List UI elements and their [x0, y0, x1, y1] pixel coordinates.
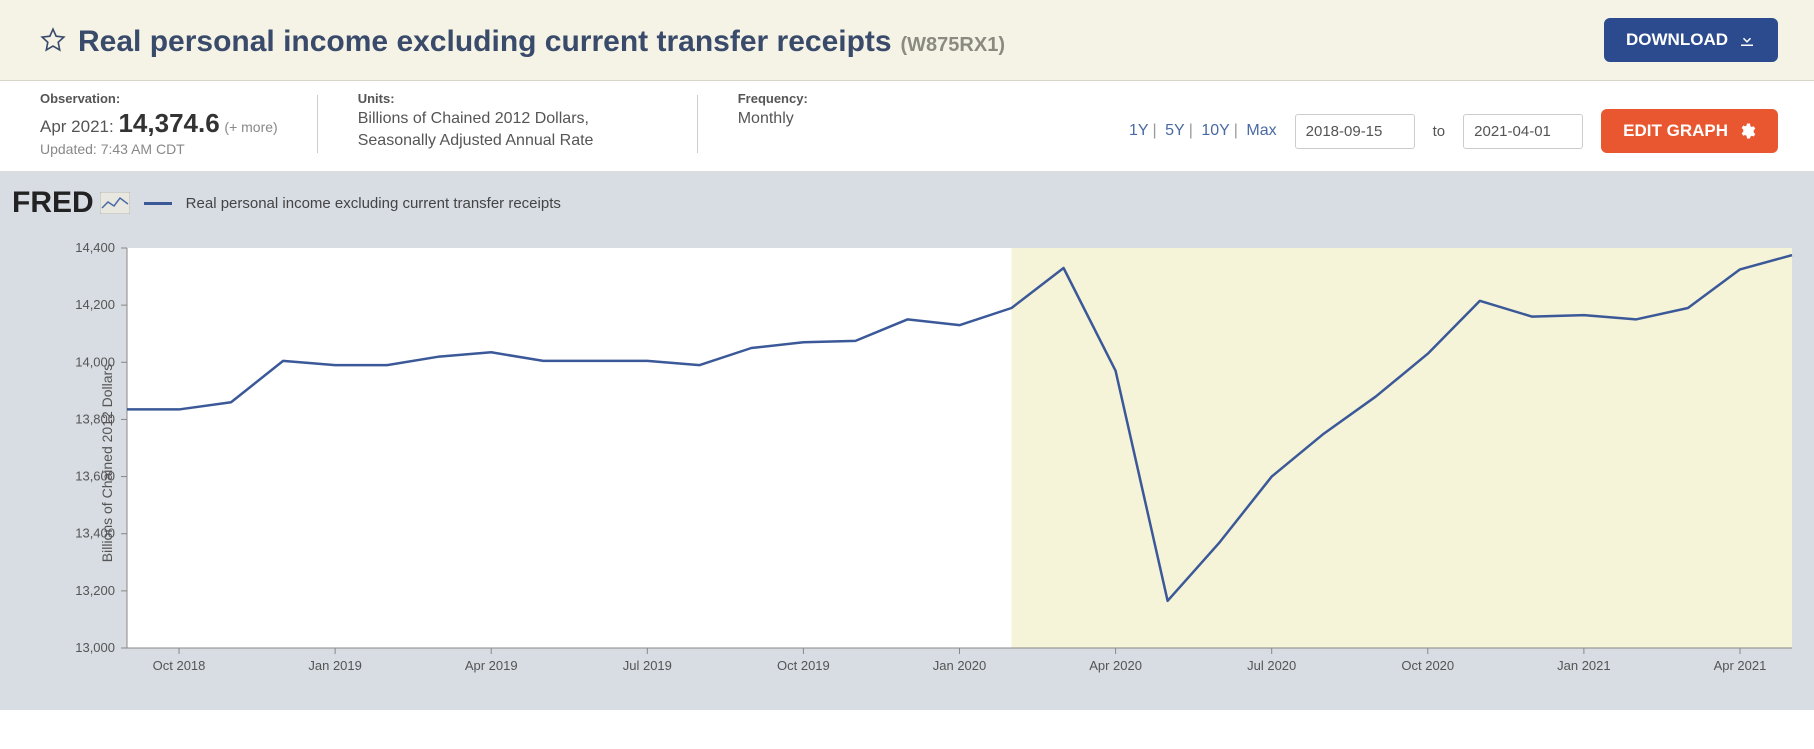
page-title: Real personal income excluding current t…	[78, 22, 1005, 59]
range-1y[interactable]: 1Y	[1129, 122, 1149, 139]
edit-graph-button[interactable]: EDIT GRAPH	[1601, 109, 1778, 153]
svg-text:Jul 2019: Jul 2019	[623, 658, 672, 673]
line-chart[interactable]: 13,00013,20013,40013,60013,80014,00014,2…	[12, 228, 1802, 698]
frequency-block: Frequency: Monthly	[738, 91, 848, 157]
download-icon	[1738, 31, 1756, 49]
svg-text:14,400: 14,400	[75, 240, 115, 255]
units-text: Billions of Chained 2012 Dollars, Season…	[358, 108, 658, 151]
series-id: (W875RX1)	[901, 34, 1005, 56]
svg-text:Oct 2020: Oct 2020	[1401, 658, 1454, 673]
svg-text:Jan 2020: Jan 2020	[933, 658, 987, 673]
title-wrap: Real personal income excluding current t…	[40, 22, 1005, 59]
meta-bar: Observation: Apr 2021: 14,374.6 (+ more)…	[0, 81, 1814, 172]
frequency-label: Frequency:	[738, 91, 808, 106]
svg-text:13,000: 13,000	[75, 640, 115, 655]
download-button[interactable]: DOWNLOAD	[1604, 18, 1778, 62]
chart-icon	[100, 192, 130, 214]
units-block: Units: Billions of Chained 2012 Dollars,…	[358, 91, 698, 157]
legend-label: Real personal income excluding current t…	[186, 195, 561, 212]
star-icon[interactable]	[40, 27, 66, 53]
observation-line: Apr 2021: 14,374.6 (+ more)	[40, 108, 278, 139]
observation-block: Observation: Apr 2021: 14,374.6 (+ more)…	[40, 91, 318, 157]
units-label: Units:	[358, 91, 658, 106]
y-axis-title: Billions of Chained 2012 Dollars	[99, 364, 115, 562]
fred-logo-text: FRED	[12, 186, 94, 220]
legend-swatch	[144, 202, 172, 205]
observation-more[interactable]: (+ more)	[224, 119, 277, 135]
date-from-input[interactable]	[1295, 114, 1415, 149]
download-label: DOWNLOAD	[1626, 30, 1728, 50]
svg-text:Apr 2019: Apr 2019	[465, 658, 518, 673]
svg-text:13,200: 13,200	[75, 583, 115, 598]
meta-right: 1Y| 5Y| 10Y| Max to EDIT GRAPH	[1129, 91, 1778, 153]
svg-text:Jan 2021: Jan 2021	[1557, 658, 1611, 673]
legend-row: FRED Real personal income excluding curr…	[12, 180, 1802, 228]
updated-text: Updated: 7:43 AM CDT	[40, 141, 278, 157]
date-to-label: to	[1433, 123, 1446, 140]
chart-area: FRED Real personal income excluding curr…	[0, 172, 1814, 710]
header-bar: Real personal income excluding current t…	[0, 0, 1814, 81]
svg-text:Jul 2020: Jul 2020	[1247, 658, 1296, 673]
observation-date: Apr 2021:	[40, 117, 114, 136]
range-5y[interactable]: 5Y	[1165, 122, 1185, 139]
title-text: Real personal income excluding current t…	[78, 25, 892, 58]
gear-icon	[1738, 122, 1756, 140]
svg-text:Oct 2019: Oct 2019	[777, 658, 830, 673]
svg-text:Apr 2021: Apr 2021	[1714, 658, 1767, 673]
range-max[interactable]: Max	[1246, 122, 1276, 139]
range-10y[interactable]: 10Y	[1201, 122, 1229, 139]
date-to-input[interactable]	[1463, 114, 1583, 149]
observation-label: Observation:	[40, 91, 278, 106]
svg-text:14,200: 14,200	[75, 297, 115, 312]
observation-value: 14,374.6	[118, 108, 219, 138]
fred-logo[interactable]: FRED	[12, 186, 130, 220]
svg-text:Apr 2020: Apr 2020	[1089, 658, 1142, 673]
frequency-text: Monthly	[738, 108, 808, 130]
meta-left: Observation: Apr 2021: 14,374.6 (+ more)…	[40, 91, 848, 157]
edit-graph-label: EDIT GRAPH	[1623, 121, 1728, 141]
svg-text:Jan 2019: Jan 2019	[308, 658, 362, 673]
chart-wrap: Billions of Chained 2012 Dollars 13,000 1…	[12, 228, 1802, 698]
svg-text:Oct 2018: Oct 2018	[153, 658, 206, 673]
range-links: 1Y| 5Y| 10Y| Max	[1129, 122, 1277, 140]
